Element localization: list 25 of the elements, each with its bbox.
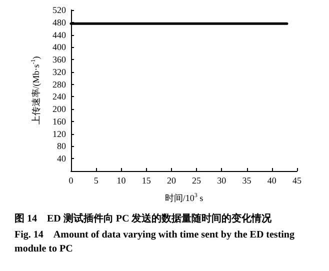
x-tick-label: 30 [217,176,227,186]
y-tick-label: 440 [52,30,66,40]
x-tick-label: 45 [292,176,302,186]
y-tick-label: 400 [52,42,66,52]
y-tick-label: 160 [52,116,66,126]
y-tick-label: 240 [52,92,66,102]
y-tick-label: 120 [52,128,66,139]
x-tick-label: 35 [242,176,252,186]
y-tick-label: 40 [57,154,66,164]
y-tick-label: 200 [52,104,66,114]
x-tick-label: 0 [68,176,74,186]
y-tick-label: 80 [57,141,66,152]
y-tick-label: 360 [52,54,66,65]
caption: 图 14 ED 测试插件向 PC 发送的数据量随时间的变化情况 [14,212,273,224]
x-tick-label: 20 [166,176,176,186]
y-tick-label: 520 [52,5,66,15]
y-tick-label: 480 [52,17,66,28]
x-tick-label: 10 [116,176,126,186]
y-tick-label: 280 [52,79,66,90]
x-tick-label: 40 [267,176,277,186]
caption: Fig. 14 Amount of data varying with time sent by the ED testing module to PC [14,230,297,254]
x-tick-label: 15 [142,176,152,186]
y-tick-label: 320 [52,66,66,77]
x-tick-label: 25 [192,176,202,186]
x-tick-label: 5 [94,176,99,186]
